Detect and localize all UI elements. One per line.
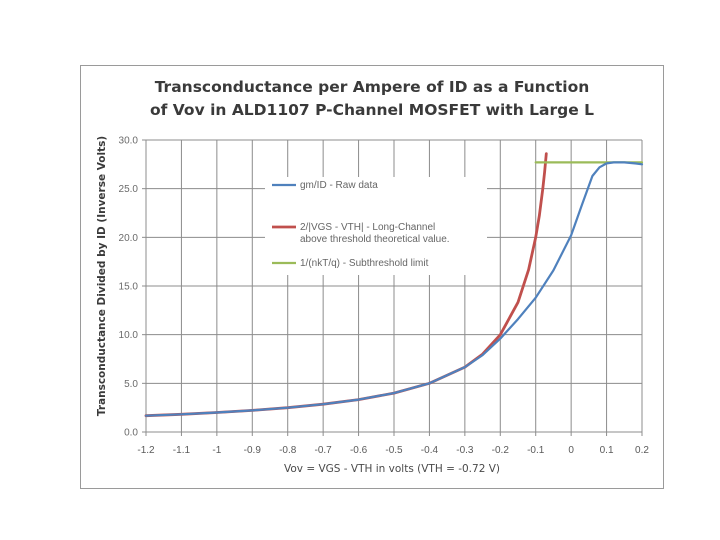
- x-tick-label: -0.6: [350, 445, 368, 456]
- y-tick-label: 30.0: [119, 136, 139, 147]
- legend-entry-1: gm/ID - Raw data: [300, 180, 378, 191]
- x-tick-label: -0.4: [421, 445, 439, 456]
- y-tick-label: 10.0: [119, 330, 139, 341]
- x-tick-label: 0: [568, 445, 574, 456]
- legend-entry-line: above threshold theoretical value.: [300, 234, 450, 245]
- legend-background: [265, 177, 487, 275]
- y-tick-label: 15.0: [119, 282, 139, 293]
- x-tick-label: -1: [212, 445, 221, 456]
- chart-frame: [80, 65, 664, 489]
- legend-entry-line: 2/|VGS - VTH| - Long-Channel: [300, 222, 435, 233]
- x-tick-label: -0.5: [385, 445, 403, 456]
- legend-entry-line: gm/ID - Raw data: [300, 180, 378, 191]
- legend-entry-3: 1/(nkT/q) - Subthreshold limit: [300, 258, 429, 269]
- series-line-1: [144, 161, 644, 417]
- y-tick-label: 5.0: [124, 379, 138, 390]
- y-tick-label: 25.0: [119, 184, 139, 195]
- x-tick-label: 0.2: [635, 445, 649, 456]
- x-tick-label: 0.1: [600, 445, 614, 456]
- y-tick-label: 20.0: [119, 233, 139, 244]
- chart-title-line-2: of Vov in ALD1107 P-Channel MOSFET with …: [149, 101, 595, 119]
- x-tick-label: -0.3: [456, 445, 474, 456]
- legend-entry-line: 1/(nkT/q) - Subthreshold limit: [300, 258, 429, 269]
- x-tick-label: -0.1: [527, 445, 545, 456]
- x-tick-label: -1.1: [173, 445, 191, 456]
- chart-title-line-1: Transconductance per Ampere of ID as a F…: [154, 78, 590, 96]
- y-tick-label: 0.0: [124, 428, 138, 439]
- x-axis-label: Vov = VGS - VTH in volts (VTH = -0.72 V): [284, 463, 500, 475]
- y-axis-label: Transconductance Divided by ID (Inverse …: [96, 136, 108, 416]
- legend: gm/ID - Raw data 2/|VGS - VTH| - Long-Cha…: [265, 177, 487, 275]
- x-tick-label: -0.2: [492, 445, 510, 456]
- x-tick-label: -0.7: [315, 445, 333, 456]
- x-tick-label: -1.2: [137, 445, 155, 456]
- x-tick-label: -0.8: [279, 445, 297, 456]
- x-tick-label: -0.9: [244, 445, 262, 456]
- legend-entry-2: 2/|VGS - VTH| - Long-Channel above thresh…: [300, 222, 450, 245]
- series-group: [144, 152, 644, 418]
- axes: -1.2 -1.1 -1 -0.9 -0.8 -0.7 -0.6 -0.5 -0.4 -0.3 -0…: [119, 136, 650, 457]
